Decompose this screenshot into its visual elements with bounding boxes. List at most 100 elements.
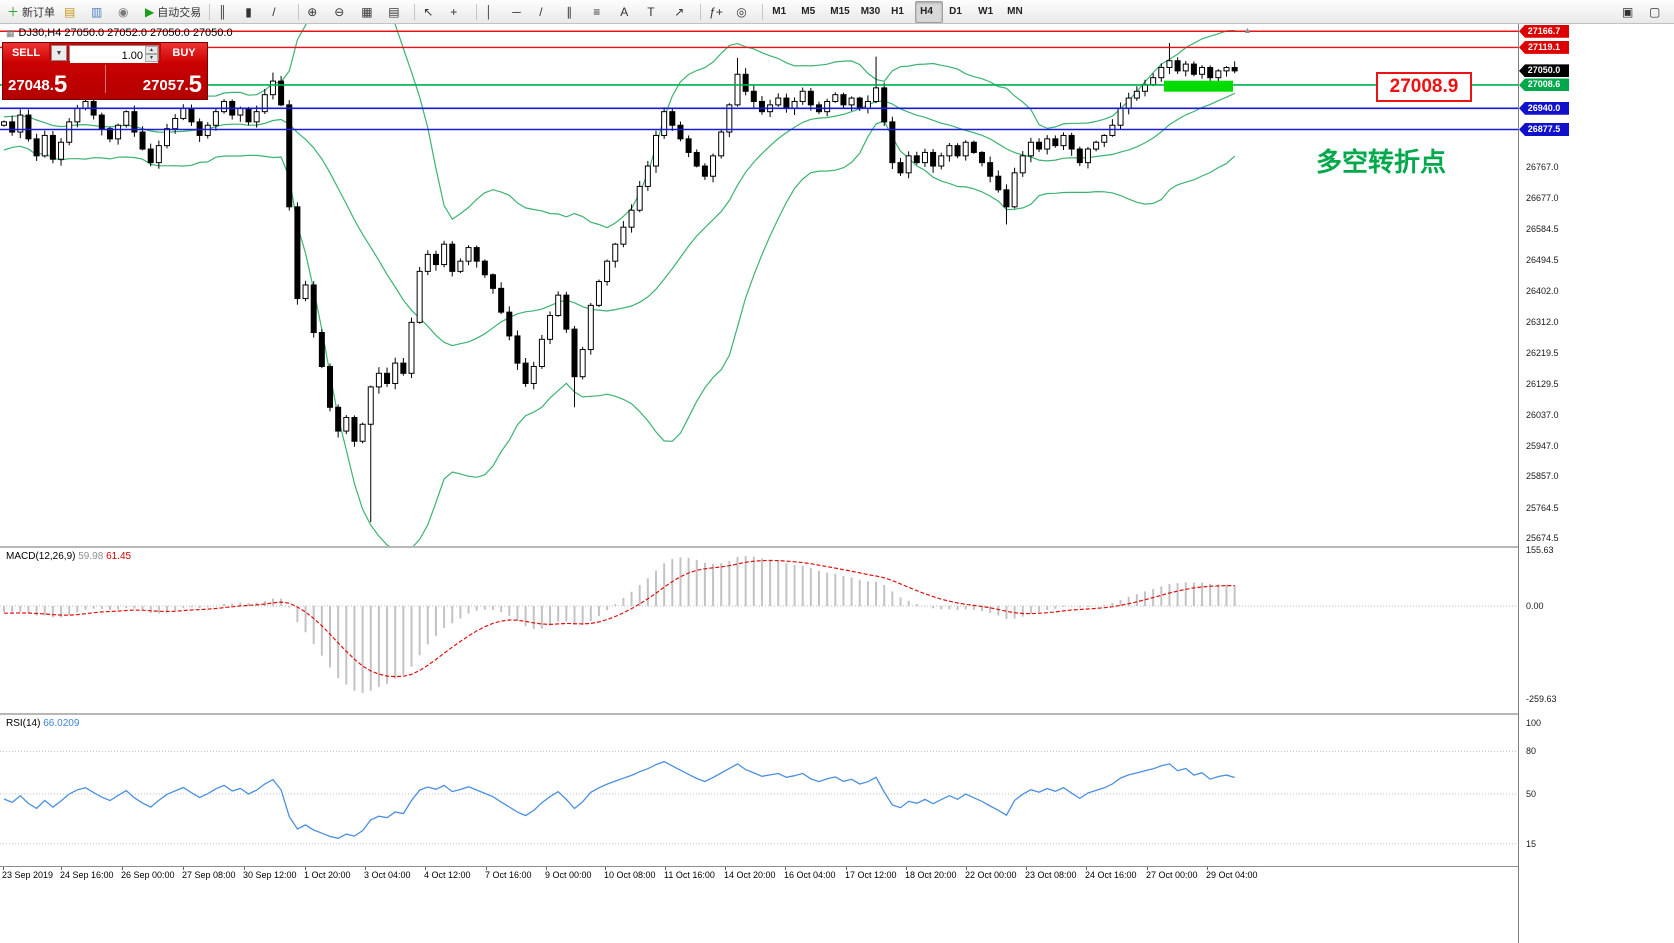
rsi-title: RSI(14) 66.0209 (6, 718, 79, 729)
crosshair-button-icon: + (450, 4, 458, 19)
time-tick (785, 867, 786, 870)
timeframe-m5[interactable]: M5 (796, 1, 824, 23)
rsi-name: RSI(14) (6, 718, 41, 729)
macd-canvas[interactable] (0, 548, 1518, 713)
channel-button[interactable]: ∥ (562, 1, 588, 23)
label-button-icon: T (647, 4, 655, 19)
timeframe-m1[interactable]: M1 (767, 1, 795, 23)
timeframe-m30-label: M30 (860, 6, 881, 17)
price-tick: 26037.0 (1526, 410, 1559, 421)
arrange-windows-button[interactable]: ▤ (384, 1, 410, 23)
chart-window-button[interactable]: ▤ (60, 1, 86, 23)
buy-price[interactable]: 27057.5 (142, 71, 202, 98)
label-button[interactable]: T (643, 1, 669, 23)
profiles-button[interactable]: ▥ (87, 1, 113, 23)
fibonacci-button[interactable]: ≡ (589, 1, 615, 23)
time-axis-border (0, 866, 1674, 867)
time-label: 26 Sep 00:00 (121, 870, 175, 880)
time-label: 24 Sep 16:00 (60, 870, 114, 880)
timeframe-d1-label: D1 (949, 6, 962, 17)
time-label: 11 Oct 16:00 (664, 870, 715, 880)
time-label: 18 Oct 20:00 (905, 870, 957, 880)
rsi-value: 66.0209 (43, 718, 80, 729)
time-tick (183, 867, 184, 870)
current-price-tag: 27050.0 (1519, 64, 1569, 78)
rsi-scale-label: 80 (1526, 746, 1537, 757)
fibonacci-button-icon: ≡ (593, 4, 601, 19)
strategy-button[interactable]: ◉ (114, 1, 140, 23)
zoom-in-button[interactable]: ⊕ (303, 1, 329, 23)
price-tag: 27119.1 (1519, 40, 1569, 54)
objects-button[interactable]: ◎ (732, 1, 758, 23)
timeframe-h4[interactable]: H4 (915, 0, 944, 23)
price-tick: 26494.5 (1526, 254, 1559, 265)
time-tick (1147, 867, 1148, 870)
rsi-scale-label: 50 (1526, 789, 1537, 799)
timeframe-m1-label: M1 (772, 6, 787, 17)
time-label: 7 Oct 16:00 (485, 870, 532, 880)
window-new-button[interactable]: ▢ (1645, 1, 1671, 23)
time-axis[interactable]: 23 Sep 2019 24 Sep 16:00 26 Sep 00:00 27 Se… (0, 867, 1518, 907)
chart-title-text: DJ30,H4 27050.0 27052.0 27050.0 27050.0 (18, 27, 233, 39)
timeframe-mn[interactable]: MN (1002, 1, 1030, 23)
line-chart-button[interactable]: / (268, 1, 294, 23)
tile-windows-button[interactable]: ▦ (357, 1, 383, 23)
sell-price[interactable]: 27048.5 (8, 71, 68, 98)
crosshair-button[interactable]: + (446, 1, 472, 23)
price-tick: 25947.0 (1526, 440, 1559, 451)
price-tick: 26129.5 (1526, 378, 1559, 389)
panel-splitter-rsi[interactable] (0, 713, 1674, 715)
panel-splitter-macd[interactable] (0, 546, 1674, 548)
volume-up-button[interactable]: ▲ (145, 46, 158, 54)
window-restore-button[interactable]: ▣ (1618, 1, 1644, 23)
time-tick (244, 867, 245, 870)
rsi-canvas[interactable] (0, 715, 1518, 866)
toolbar-separator (762, 3, 764, 20)
rsi-scale-label: 15 (1526, 838, 1537, 849)
time-label: 22 Oct 00:00 (965, 870, 1017, 880)
autotrade-button[interactable]: ▶ 自动交易 (141, 1, 205, 23)
arrow-tool-button[interactable]: ↗ (670, 1, 696, 23)
price-tick: 25674.5 (1526, 533, 1559, 544)
macd-main-value: 59.98 (78, 551, 104, 562)
horizontal-line-button[interactable]: ─ (508, 1, 534, 23)
time-tick (846, 867, 847, 870)
turning-point-annotation[interactable]: 多空转折点 (1316, 147, 1447, 177)
candlestick-button-icon: ▮ (245, 4, 252, 19)
price-callout[interactable]: 27008.9 (1376, 72, 1472, 102)
volume-input[interactable] (70, 49, 158, 63)
time-tick (725, 867, 726, 870)
price-tick: 26677.0 (1526, 192, 1559, 203)
vertical-line-button[interactable]: │ (481, 1, 507, 23)
price-tag: 27166.7 (1519, 24, 1569, 38)
timeframe-w1[interactable]: W1 (973, 1, 1001, 23)
zoom-out-button[interactable]: ⊖ (330, 1, 356, 23)
time-label: 23 Oct 08:00 (1025, 870, 1077, 880)
timeframe-d1[interactable]: D1 (944, 1, 972, 23)
price-scale[interactable]: 26767.0 26677.0 26584.5 26494.5 26402.0 26312… (1518, 24, 1674, 943)
bar-chart-button[interactable]: ║ (214, 1, 240, 23)
timeframe-h1[interactable]: H1 (886, 1, 914, 23)
main-chart-canvas[interactable] (0, 24, 1518, 546)
volume-down-button[interactable]: ▼ (145, 54, 158, 62)
text-button[interactable]: A (616, 1, 642, 23)
buy-button[interactable]: BUY (161, 43, 207, 63)
order-type-dropdown[interactable]: ▼ (51, 45, 67, 61)
arrange-windows-button-icon: ▤ (388, 4, 400, 19)
timeframe-m30[interactable]: M30 (856, 1, 885, 23)
candlestick-button[interactable]: ▮ (241, 1, 267, 23)
chart-icon: ▦ (6, 27, 15, 38)
macd-scale-label: 0.00 (1526, 601, 1544, 611)
chart-shift-marker[interactable]: ▲ (1243, 25, 1252, 35)
indicators-button[interactable]: ƒ+ (705, 1, 731, 23)
cursor-button[interactable]: ↖ (419, 1, 445, 23)
time-label: 9 Oct 00:00 (545, 870, 592, 880)
toolbar-separator (298, 3, 300, 20)
one-click-trade-panel[interactable]: SELL ▼ ▲ ▼ BUY 27048.5 27057.5 (2, 42, 208, 100)
sell-button[interactable]: SELL (3, 43, 49, 63)
time-tick (486, 867, 487, 870)
toolbar-separator (414, 3, 416, 20)
trendline-button[interactable]: / (535, 1, 561, 23)
new-order-button[interactable]: ＋新订单 (3, 1, 59, 23)
timeframe-m15[interactable]: M15 (825, 1, 854, 23)
